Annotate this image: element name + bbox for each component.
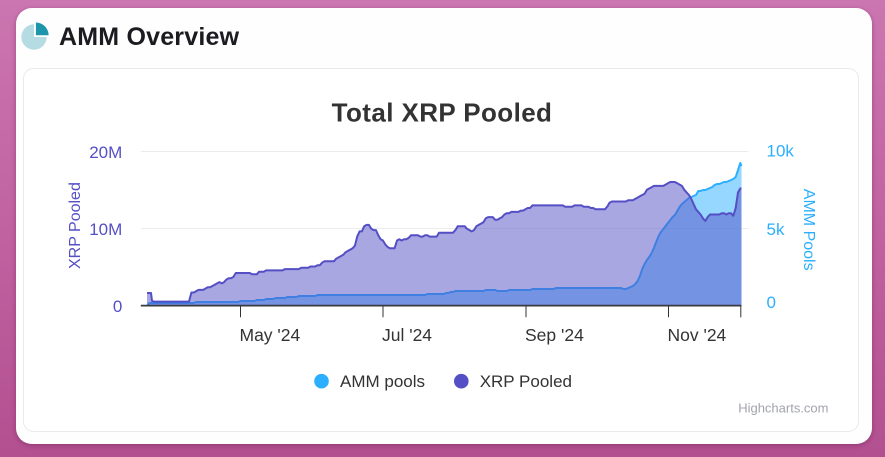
- svg-text:XRP Pooled: XRP Pooled: [67, 182, 84, 269]
- svg-text:Highcharts.com: Highcharts.com: [738, 401, 828, 416]
- svg-text:20M: 20M: [89, 143, 122, 162]
- svg-text:Total XRP Pooled: Total XRP Pooled: [332, 98, 553, 128]
- svg-text:AMM pools: AMM pools: [340, 372, 425, 391]
- svg-text:May '24: May '24: [240, 325, 301, 345]
- svg-text:AMM Pools: AMM Pools: [800, 189, 817, 271]
- svg-text:10k: 10k: [767, 141, 795, 160]
- svg-text:10M: 10M: [89, 220, 122, 239]
- svg-text:XRP Pooled: XRP Pooled: [480, 372, 572, 391]
- svg-text:Sep '24: Sep '24: [525, 325, 584, 345]
- svg-text:Nov '24: Nov '24: [668, 325, 727, 345]
- svg-text:Jul '24: Jul '24: [382, 325, 432, 345]
- svg-text:AMM Overview: AMM Overview: [59, 23, 240, 51]
- svg-text:0: 0: [767, 293, 776, 312]
- svg-text:5k: 5k: [767, 220, 785, 239]
- svg-text:0: 0: [113, 297, 122, 316]
